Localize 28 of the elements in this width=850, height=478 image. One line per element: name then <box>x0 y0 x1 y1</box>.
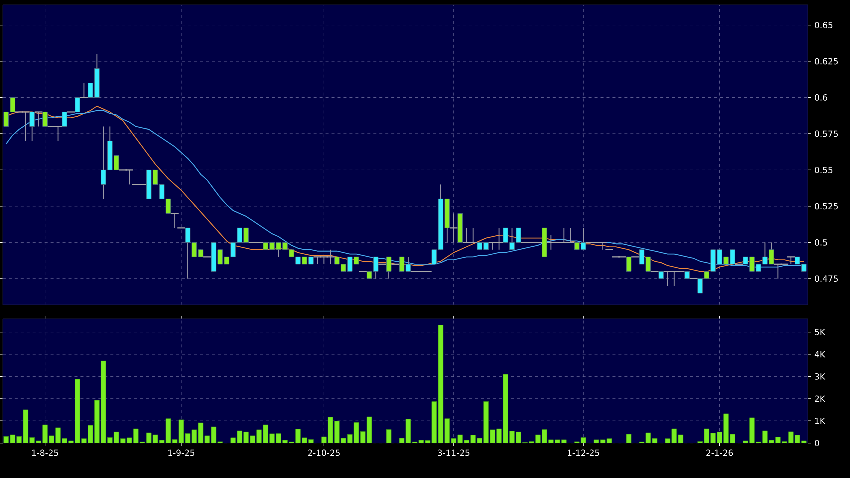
x-tick-label: 1-8-25 <box>32 450 58 456</box>
y-tick-label: 0.55 <box>815 167 833 174</box>
y-tick-label: 2K <box>815 396 826 402</box>
candlestick <box>42 112 48 127</box>
y-tick-label: 0.525 <box>815 203 838 210</box>
y-tick-label: 0.625 <box>815 58 838 65</box>
candlestick <box>30 112 35 142</box>
y-tick-label: 5K <box>815 329 826 336</box>
y-tick-label: 0.575 <box>815 130 838 138</box>
candlestick <box>386 256 392 280</box>
y-tick-label: 0.65 <box>815 22 833 28</box>
bar <box>386 430 392 444</box>
y-tick-label: 0.5 <box>815 239 828 246</box>
y-tick-label: 3K <box>815 373 826 380</box>
x-tick-label: 2-1-26 <box>706 450 734 456</box>
x-tick-label: 2-10-25 <box>308 450 340 456</box>
candlestick <box>75 97 80 112</box>
y-tick-label: 0.6 <box>815 94 828 101</box>
candlestick <box>626 256 632 272</box>
y-tick-label: 0.475 <box>815 276 838 282</box>
x-tick-label: 1-12-25 <box>568 450 600 456</box>
y-tick-label: 1K <box>815 418 826 424</box>
x-tick-label: 1-9-25 <box>168 450 195 456</box>
bar <box>626 434 632 444</box>
y-tick-label: 4K <box>814 351 826 358</box>
x-tick-label: 3-11-25 <box>438 450 470 456</box>
y-tick-label: 0 <box>815 440 820 446</box>
candlestick <box>62 112 68 127</box>
